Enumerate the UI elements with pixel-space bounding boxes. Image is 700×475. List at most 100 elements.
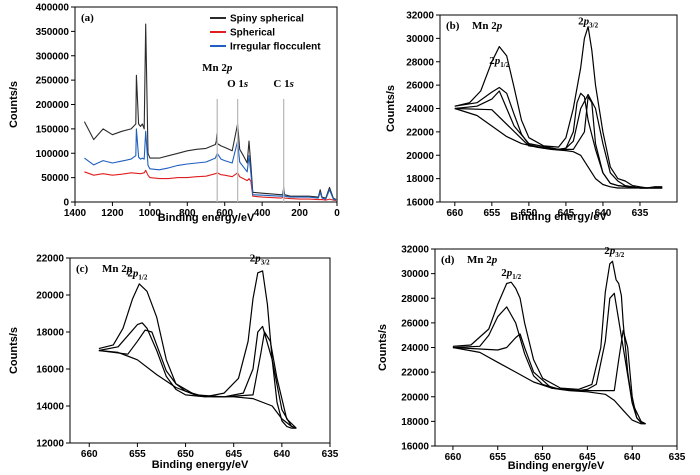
x-tick-label: 650 — [521, 208, 538, 219]
y-tick-label: 0 — [63, 198, 69, 209]
y-tick-label: 18000 — [401, 417, 429, 428]
y-tick-label: 14000 — [36, 402, 64, 413]
peak-label: 2p1/2 — [127, 268, 147, 282]
panel-d-mn2p: 660 655 650 645 640 635 16000 18000 20000 22000 24… — [377, 245, 686, 473]
panel-c-mn2p: 660 655 650 645 640 635 12000 14000 16000 18000 20… — [8, 253, 339, 471]
x-tick-label: 600 — [216, 208, 233, 219]
series-line-0 — [452, 260, 646, 425]
panel-label: (a) — [81, 12, 94, 24]
y-tick-label: 18000 — [406, 174, 434, 185]
y-tick-label: 200000 — [36, 100, 70, 111]
y-tick-label: 16000 — [36, 365, 64, 376]
x-tick-label: 400 — [254, 208, 271, 219]
x-tick-label: 650 — [177, 449, 194, 460]
annotation-label: C 1s — [273, 78, 293, 90]
y-tick-label: 50000 — [41, 173, 69, 184]
x-tick-label: 200 — [291, 208, 308, 219]
panel-b-mn2p: 660 655 650 645 640 635 16000 18000 20000 22000 24… — [385, 11, 678, 223]
y-axis-label: Counts/s — [8, 81, 20, 128]
series-line-1 — [452, 292, 646, 425]
y-tick-label: 30000 — [401, 269, 429, 280]
legend-entry: Spiny spherical — [230, 14, 304, 25]
y-tick-label: 100000 — [36, 149, 70, 160]
series-line-4 — [454, 107, 663, 189]
x-tick-label: 645 — [579, 452, 596, 463]
annotation-label: Mn 2p — [202, 62, 233, 74]
y-tick-label: 20000 — [406, 151, 434, 162]
y-tick-label: 30000 — [406, 34, 434, 45]
panel-title: Mn 2p — [467, 254, 498, 266]
x-tick-label: 800 — [179, 208, 196, 219]
x-tick-label: 655 — [484, 208, 501, 219]
x-tick-label: 0 — [334, 208, 340, 219]
x-tick-label: 650 — [534, 452, 551, 463]
x-tick-label: 640 — [624, 452, 641, 463]
panel-title: Mn 2p — [102, 263, 133, 275]
y-tick-label: 18000 — [36, 328, 64, 339]
peak-label: 2p1/2 — [489, 55, 509, 69]
y-tick-label: 150000 — [36, 124, 70, 135]
y-tick-label: 20000 — [36, 291, 64, 302]
y-tick-label: 22000 — [401, 368, 429, 379]
y-tick-label: 24000 — [401, 343, 429, 354]
panel-label: (b) — [446, 20, 460, 32]
x-tick-label: 1400 — [64, 208, 87, 219]
x-tick-label: 660 — [81, 449, 98, 460]
series-line-3 — [452, 346, 646, 425]
plot-frame — [74, 6, 338, 203]
y-tick-label: 250000 — [36, 76, 70, 87]
panel-label: (c) — [76, 263, 89, 275]
legend-entry: Spherical — [230, 28, 275, 39]
x-axis-label: Binding energy/eV — [510, 211, 607, 223]
x-tick-label: 1200 — [101, 208, 124, 219]
panel-a-survey: 1400 1200 1000 800 600 400 200 0 0 50000 100000 150… — [8, 3, 340, 225]
x-tick-label: 645 — [558, 208, 575, 219]
x-axis-label: Binding energy/eV — [158, 212, 255, 224]
y-tick-label: 20000 — [401, 392, 429, 403]
x-tick-label: 655 — [489, 452, 506, 463]
y-tick-label: 12000 — [36, 439, 64, 450]
series-line-spherical — [84, 169, 337, 202]
y-axis-label: Counts/s — [8, 327, 20, 374]
peak-label: 2p3/2 — [250, 253, 270, 267]
plot-frame — [69, 257, 331, 444]
y-tick-label: 22000 — [406, 127, 434, 138]
x-tick-label: 640 — [274, 449, 291, 460]
x-tick-label: 635 — [669, 452, 686, 463]
panel-title: Mn 2p — [472, 20, 503, 32]
y-tick-label: 400000 — [36, 3, 70, 14]
plot-frame — [434, 248, 678, 447]
y-tick-label: 32000 — [401, 245, 429, 256]
x-tick-label: 635 — [322, 449, 339, 460]
y-axis-label: Counts/s — [385, 85, 397, 132]
x-tick-label: 660 — [445, 452, 462, 463]
peak-label: 2p3/2 — [604, 245, 624, 259]
legend-entry: Irregular flocculent — [230, 42, 321, 53]
annotation-label: O 1s — [227, 78, 248, 90]
y-tick-label: 22000 — [36, 254, 64, 265]
x-tick-label: 645 — [225, 449, 242, 460]
x-axis-label: Binding energy/eV — [152, 459, 249, 471]
series-line-2 — [98, 329, 297, 429]
x-axis-label: Binding energy/eV — [508, 460, 605, 472]
x-tick-label: 1000 — [139, 208, 162, 219]
peak-label: 2p1/2 — [501, 267, 521, 281]
y-tick-label: 350000 — [36, 27, 70, 38]
y-axis-label: Counts/s — [377, 324, 389, 371]
series-line-3 — [98, 349, 297, 429]
x-tick-label: 635 — [632, 208, 649, 219]
x-tick-label: 655 — [129, 449, 146, 460]
x-tick-label: 640 — [595, 208, 612, 219]
y-tick-label: 24000 — [406, 104, 434, 115]
series-line-irregular-flocculent — [84, 128, 337, 201]
y-tick-label: 32000 — [406, 11, 434, 22]
series-line-3 — [454, 90, 663, 189]
plot-frame — [439, 14, 678, 203]
y-tick-label: 26000 — [401, 318, 429, 329]
series-line-1 — [98, 322, 297, 429]
y-tick-label: 26000 — [406, 81, 434, 92]
y-tick-label: 28000 — [401, 294, 429, 305]
y-tick-label: 300000 — [36, 51, 70, 62]
peak-label: 2p3/2 — [578, 15, 598, 29]
series-line-0 — [454, 26, 663, 189]
